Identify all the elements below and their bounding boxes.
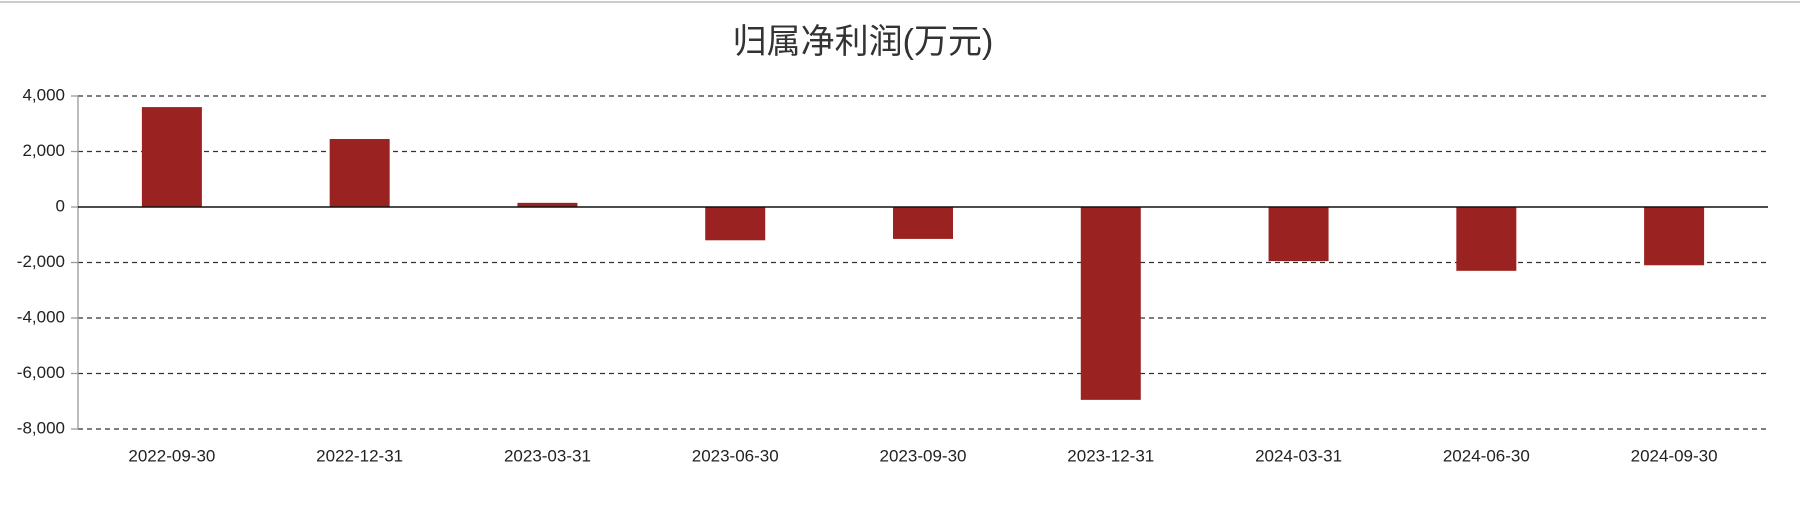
x-tick-label: 2023-09-30 bbox=[880, 446, 967, 465]
y-tick-label: 4,000 bbox=[22, 85, 65, 104]
x-tick-label: 2024-03-31 bbox=[1255, 446, 1342, 465]
y-tick-label: -6,000 bbox=[17, 363, 65, 382]
y-tick-label: 2,000 bbox=[22, 141, 65, 160]
bar bbox=[329, 139, 390, 207]
x-tick-label: 2024-06-30 bbox=[1443, 446, 1530, 465]
x-tick-label: 2022-09-30 bbox=[128, 446, 215, 465]
x-tick-label: 2022-12-31 bbox=[316, 446, 403, 465]
chart-title: 归属净利润(万元) bbox=[733, 23, 994, 61]
bar bbox=[893, 207, 953, 239]
bar bbox=[1080, 207, 1141, 400]
y-tick-label: 0 bbox=[56, 196, 65, 215]
y-tick-label: -4,000 bbox=[17, 307, 65, 326]
bar bbox=[1644, 207, 1705, 266]
x-tick-label: 2023-12-31 bbox=[1067, 446, 1154, 465]
x-tick-label: 2023-03-31 bbox=[504, 446, 591, 465]
y-tick-label: -8,000 bbox=[17, 418, 65, 437]
bar bbox=[517, 202, 578, 207]
bar bbox=[1268, 207, 1329, 262]
bar bbox=[1456, 207, 1517, 271]
y-tick-label: -2,000 bbox=[17, 252, 65, 271]
x-tick-label: 2023-06-30 bbox=[692, 446, 779, 465]
x-tick-label: 2024-09-30 bbox=[1631, 446, 1718, 465]
bar bbox=[705, 207, 766, 241]
bar bbox=[141, 107, 202, 207]
